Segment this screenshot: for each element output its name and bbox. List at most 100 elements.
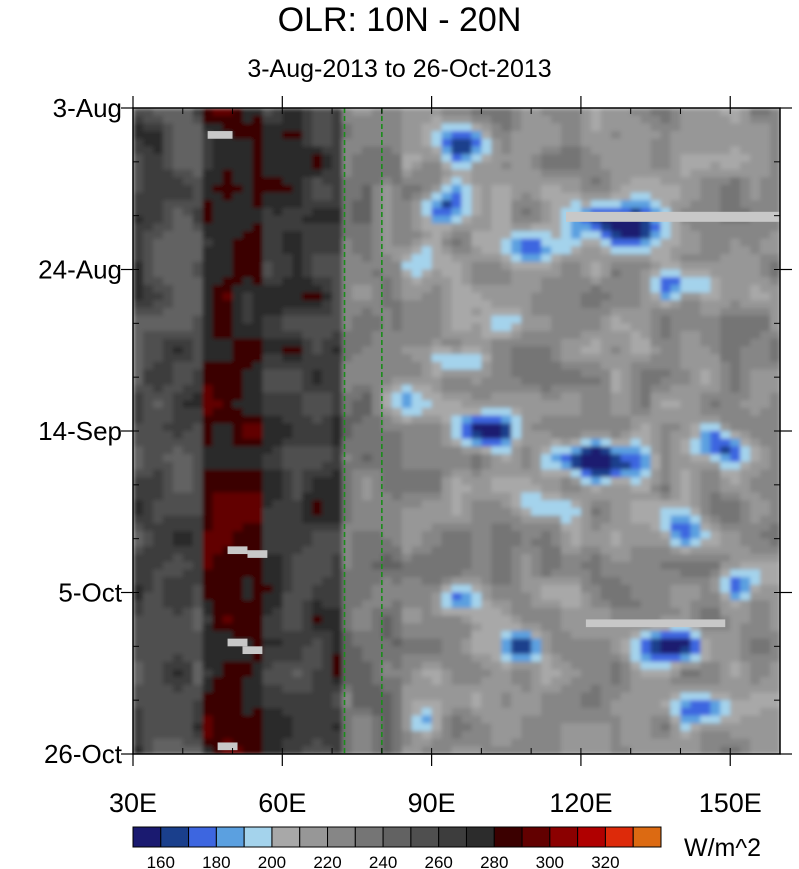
olr-cell [391, 261, 403, 271]
olr-cell [262, 131, 274, 140]
olr-cell [511, 238, 522, 248]
olr-cell [541, 461, 552, 471]
olr-cell [322, 454, 333, 463]
olr-cell [451, 384, 463, 394]
olr-cell [660, 492, 672, 502]
olr-cell [371, 477, 383, 486]
olr-cell [192, 331, 204, 340]
olr-cell [451, 154, 463, 163]
olr-cell [142, 392, 154, 402]
olr-cell [252, 269, 264, 278]
olr-cell [630, 169, 642, 179]
olr-cell [401, 354, 413, 363]
olr-cell [421, 692, 433, 701]
olr-cell [431, 392, 443, 402]
olr-cell [511, 461, 522, 471]
olr-cell [371, 377, 383, 386]
olr-cell [252, 231, 264, 240]
olr-cell [551, 284, 562, 294]
olr-cell [152, 338, 164, 348]
olr-cell [152, 115, 164, 125]
olr-cell [620, 177, 632, 186]
olr-cell [461, 246, 473, 255]
olr-cell [411, 523, 423, 532]
olr-cell [760, 477, 771, 486]
olr-cell [351, 469, 363, 478]
olr-cell [740, 438, 751, 448]
olr-cell [252, 123, 264, 132]
olr-cell [730, 523, 741, 532]
olr-cell [133, 477, 144, 486]
olr-cell [232, 138, 244, 148]
olr-cell [770, 669, 780, 678]
olr-cell [202, 630, 214, 640]
olr-cell [590, 154, 602, 163]
olr-cell [590, 361, 602, 371]
olr-cell [580, 369, 592, 378]
olr-cell [630, 654, 642, 663]
olr-cell [431, 361, 443, 371]
olr-cell [491, 200, 503, 209]
olr-cell [242, 630, 254, 640]
olr-cell [770, 654, 780, 663]
olr-cell [750, 254, 761, 263]
olr-cell [511, 523, 522, 532]
olr-cell [590, 669, 602, 678]
olr-cell [710, 523, 722, 532]
olr-cell [740, 277, 751, 286]
olr-cell [342, 131, 353, 140]
olr-cell [551, 423, 562, 432]
olr-cell [650, 684, 662, 694]
olr-cell [222, 469, 234, 478]
olr-cell [411, 561, 423, 571]
olr-cell [471, 207, 483, 217]
olr-cell [670, 338, 682, 348]
olr-cell [640, 377, 652, 386]
olr-cell [202, 546, 214, 555]
olr-cell [212, 192, 224, 202]
olr-cell [511, 484, 522, 494]
olr-cell [342, 192, 353, 202]
olr-cell [222, 369, 234, 378]
olr-cell [600, 530, 612, 540]
olr-cell [760, 630, 771, 640]
olr-cell [590, 354, 602, 363]
olr-cell [332, 677, 343, 686]
olr-cell [541, 146, 552, 155]
olr-cell [272, 108, 284, 117]
olr-cell [680, 123, 692, 132]
olr-cell [133, 431, 144, 440]
olr-cell [242, 515, 254, 525]
olr-cell [292, 284, 304, 294]
olr-cell [461, 231, 473, 240]
olr-cell [222, 115, 234, 125]
olr-cell [750, 138, 761, 148]
olr-cell [431, 607, 443, 617]
olr-cell [471, 315, 483, 325]
olr-cell [262, 530, 274, 540]
olr-cell [590, 292, 602, 302]
olr-cell [133, 246, 144, 255]
olr-cell [172, 423, 184, 432]
olr-cell [411, 354, 423, 363]
olr-cell [292, 561, 304, 571]
olr-cell [561, 315, 572, 325]
olr-cell [202, 677, 214, 686]
olr-cell [620, 500, 632, 509]
olr-cell [152, 331, 164, 340]
olr-cell [371, 254, 383, 263]
olr-cell [401, 623, 413, 632]
olr-cell [232, 192, 244, 202]
olr-cell [302, 692, 313, 701]
olr-cell [292, 323, 304, 332]
olr-cell [272, 331, 284, 340]
olr-cell [401, 431, 413, 440]
olr-cell [222, 423, 234, 432]
olr-cell [282, 677, 294, 686]
olr-cell [232, 438, 244, 448]
olr-cell [561, 161, 572, 171]
olr-cell [451, 538, 463, 548]
olr-cell [133, 661, 144, 671]
olr-cell [232, 369, 244, 378]
olr-cell [491, 638, 503, 648]
